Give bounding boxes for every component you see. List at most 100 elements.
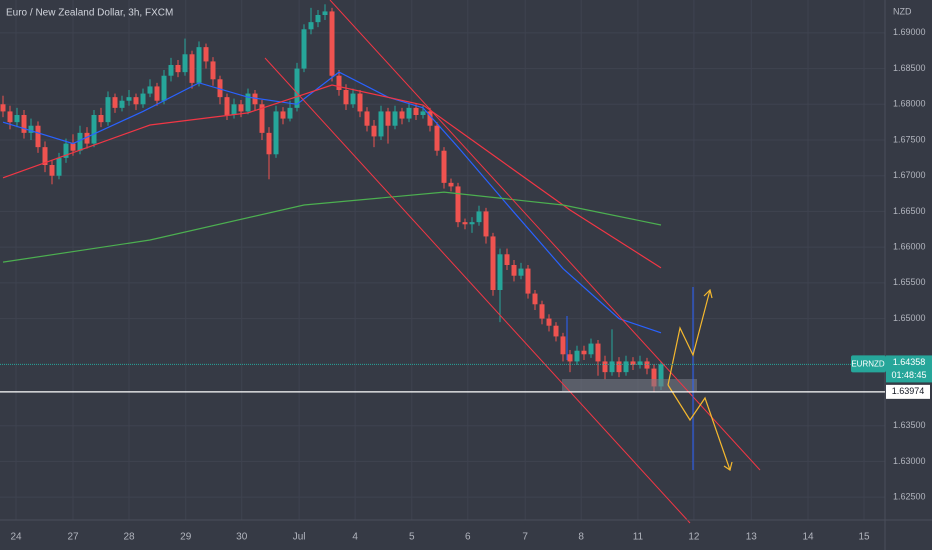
candle-body bbox=[609, 361, 615, 373]
candle-body bbox=[329, 11, 335, 76]
moving-average bbox=[2, 71, 662, 334]
candle-body bbox=[651, 368, 657, 387]
y-tick-label: 1.68500 bbox=[893, 63, 926, 73]
candle-body bbox=[462, 222, 468, 225]
candle-body bbox=[413, 107, 419, 115]
candle-body bbox=[35, 125, 41, 148]
candle-body bbox=[7, 111, 13, 123]
candle-body bbox=[294, 68, 300, 108]
y-tick-label: 1.66500 bbox=[893, 206, 926, 216]
candle-body bbox=[532, 293, 538, 305]
currency: NZD bbox=[893, 6, 912, 16]
support-zone bbox=[562, 379, 697, 391]
candle-body bbox=[385, 111, 391, 126]
candle-body bbox=[420, 111, 426, 115]
y-tick-label: 1.67000 bbox=[893, 170, 926, 180]
candle-body bbox=[105, 97, 111, 123]
candle-body bbox=[574, 350, 580, 362]
candle-body bbox=[98, 115, 104, 123]
candle-body bbox=[224, 97, 230, 115]
candle-body bbox=[637, 361, 643, 365]
candle-body bbox=[539, 304, 545, 319]
y-tick-label: 1.67500 bbox=[893, 134, 926, 144]
candle-body bbox=[182, 54, 188, 73]
candle-body bbox=[126, 97, 132, 101]
candle-body bbox=[252, 93, 258, 105]
x-tick-label: 6 bbox=[465, 532, 471, 543]
symbol-box bbox=[851, 355, 886, 373]
candle-body bbox=[28, 125, 34, 133]
candle-body bbox=[56, 157, 62, 176]
candle-body bbox=[560, 336, 566, 355]
candle-body bbox=[511, 265, 517, 276]
candle-body bbox=[112, 97, 118, 108]
candle-body bbox=[497, 254, 503, 290]
candle-body bbox=[70, 143, 76, 151]
candle-body bbox=[301, 29, 307, 69]
candle-body bbox=[602, 361, 608, 373]
candle-body bbox=[63, 143, 69, 158]
x-tick-label: 27 bbox=[67, 532, 79, 543]
candle-body bbox=[0, 104, 6, 112]
candle-body bbox=[84, 132, 90, 144]
candle-body bbox=[231, 104, 237, 115]
candle-body bbox=[42, 147, 48, 165]
x-tick-label: 12 bbox=[688, 532, 700, 543]
candle-body bbox=[280, 111, 286, 119]
x-tick-label: 28 bbox=[123, 532, 135, 543]
symbol-label: EURNZD bbox=[851, 360, 885, 369]
candle-body bbox=[364, 111, 370, 126]
y-tick-label: 1.69000 bbox=[893, 27, 926, 37]
drawings bbox=[264, 0, 761, 524]
y-tick-label: 1.63000 bbox=[893, 456, 926, 466]
candle-body bbox=[168, 65, 174, 76]
candle-body bbox=[322, 11, 328, 15]
candle-body bbox=[595, 343, 601, 362]
candle-body bbox=[406, 107, 412, 119]
x-tick-label: 7 bbox=[522, 532, 528, 543]
x-tick-label: 8 bbox=[578, 532, 584, 543]
candle-body bbox=[623, 361, 629, 373]
candle-body bbox=[525, 268, 531, 294]
candle-body bbox=[448, 182, 454, 187]
candle-body bbox=[140, 93, 146, 105]
candle-body bbox=[14, 115, 20, 123]
candle-body bbox=[630, 361, 636, 365]
arrow-head bbox=[723, 461, 733, 471]
y-tick-label: 1.66000 bbox=[893, 242, 926, 252]
candle-body bbox=[469, 222, 475, 225]
candle-body bbox=[427, 111, 433, 126]
candle-body bbox=[315, 15, 321, 23]
x-tick-label: 15 bbox=[858, 532, 870, 543]
level-label: 1.63974 bbox=[892, 386, 925, 396]
candle-body bbox=[455, 186, 461, 223]
candle-body bbox=[196, 47, 202, 83]
candle-body bbox=[154, 86, 160, 101]
x-tick-label: 14 bbox=[802, 532, 814, 543]
candle-body bbox=[581, 350, 587, 355]
candle-body bbox=[658, 364, 664, 387]
candle-body bbox=[133, 97, 139, 105]
moving-average bbox=[2, 84, 662, 269]
candle-body bbox=[504, 254, 510, 265]
candle-body bbox=[546, 318, 552, 326]
candle-body bbox=[392, 111, 398, 126]
candle-body bbox=[91, 115, 97, 144]
candle-body bbox=[399, 111, 405, 119]
last-price-label: 1.64358 bbox=[893, 357, 926, 367]
candle-body bbox=[217, 79, 223, 98]
x-tick-label: 29 bbox=[180, 532, 192, 543]
candle-body bbox=[336, 75, 342, 90]
candle-body bbox=[161, 75, 167, 101]
candle-body bbox=[287, 107, 293, 119]
candle-body bbox=[175, 65, 181, 73]
candle-body bbox=[259, 104, 265, 133]
candle-body bbox=[567, 354, 573, 362]
y-tick-label: 1.65000 bbox=[893, 313, 926, 323]
candles bbox=[0, 4, 664, 392]
candle-body bbox=[441, 150, 447, 183]
x-tick-label: 24 bbox=[10, 532, 22, 543]
candle-body bbox=[378, 111, 384, 137]
y-tick-label: 1.62500 bbox=[893, 492, 926, 502]
